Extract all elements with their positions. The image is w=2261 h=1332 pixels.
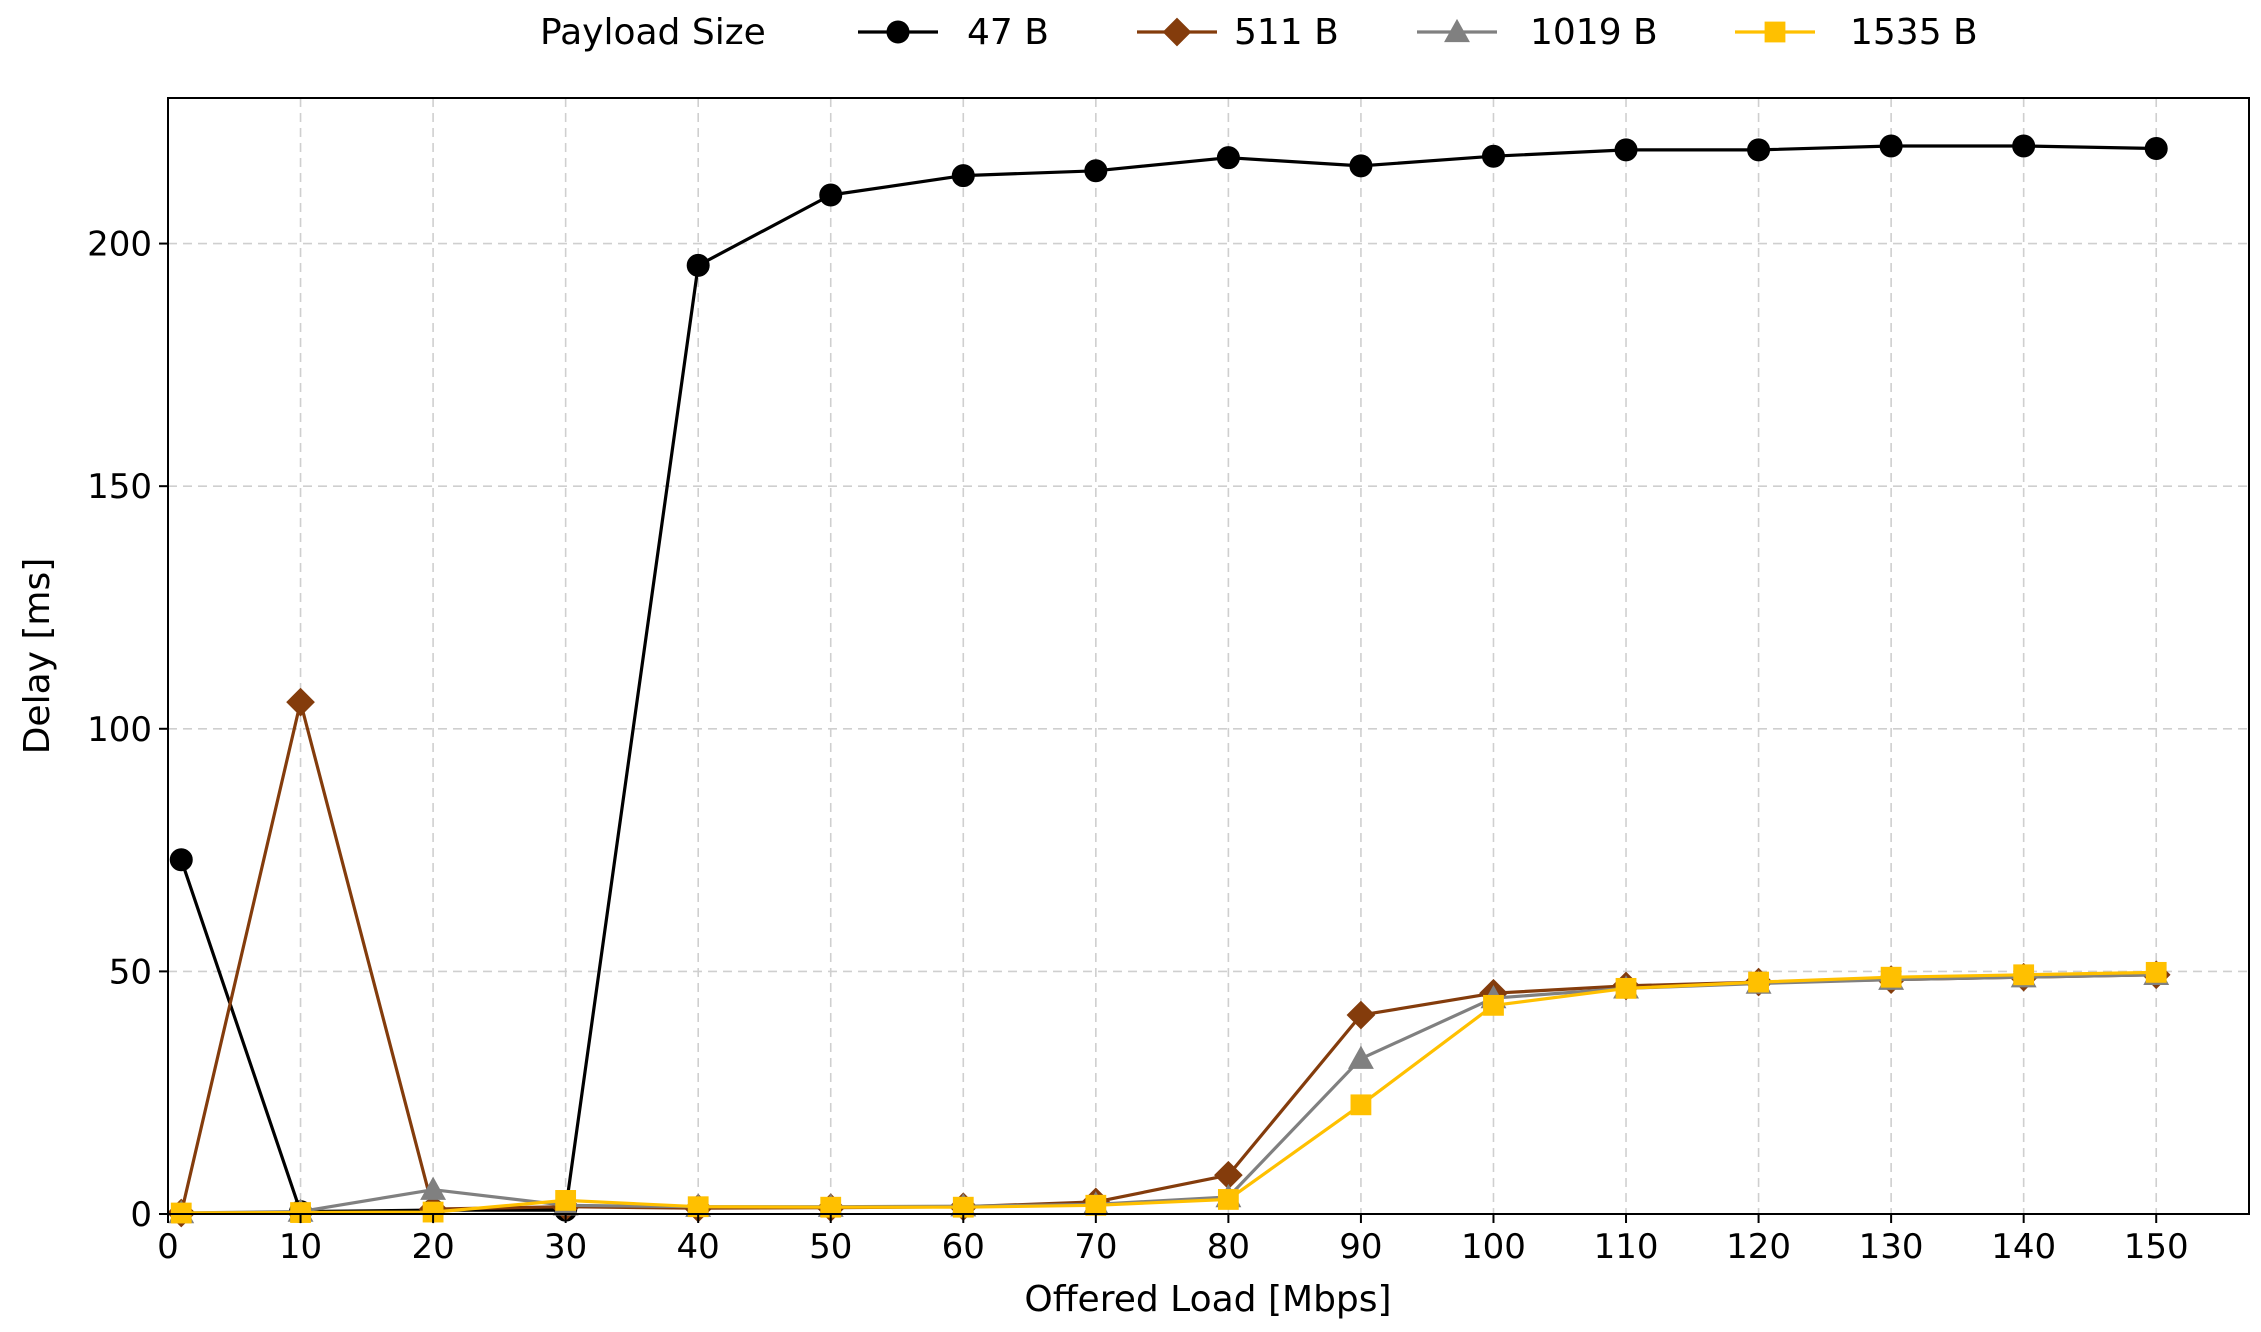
data-point [1085,1194,1107,1216]
legend-marker [1444,18,1470,43]
data-point [420,1176,447,1200]
series-47-b [169,134,2168,1224]
legend-marker [1764,21,1786,43]
data-point [2013,964,2035,986]
data-point [1217,1189,1239,1210]
x-tick-label: 20 [411,1227,454,1267]
data-point [1084,159,1108,183]
data-point [686,253,710,277]
data-point [1748,971,1769,993]
data-point [1216,146,1240,170]
series-511-b [166,687,2171,1228]
x-tick-label: 60 [942,1227,985,1267]
grid [167,98,2249,1215]
data-point [555,1190,577,1211]
x-tick-label: 140 [1991,1227,2056,1267]
data-point [1614,138,1638,162]
x-tick-label: 50 [809,1227,852,1267]
x-tick-label: 120 [1726,1227,1791,1267]
y-tick-label: 0 [130,1195,152,1235]
x-tick-label: 150 [2124,1227,2189,1267]
series-line [181,973,2157,1215]
legend-item: 47 B [858,12,1049,53]
legend-marker [1162,17,1192,47]
x-tick-label: 40 [677,1227,720,1267]
data-point [819,183,843,207]
legend-label: 511 B [1234,12,1339,53]
data-point [1346,1000,1376,1030]
series-1019-b [168,961,2170,1224]
y-axis-label: Delay [ms] [17,558,58,755]
y-tick-label: 200 [87,225,152,265]
data-point [2144,136,2168,160]
legend-item: 511 B [1137,12,1339,53]
series-1535-b [170,961,2167,1224]
data-point [1481,144,1505,168]
plot-frame [167,97,2250,1215]
legend-marker [886,20,910,44]
legend-title: Payload Size [540,12,766,53]
series-line [179,700,2157,1214]
x-tick-label: 90 [1339,1227,1382,1267]
series-layer [166,134,2171,1228]
x-tick-label: 70 [1074,1227,1117,1267]
x-axis-label: Offered Load [Mbps] [1024,1279,1391,1320]
data-point [2012,134,2036,158]
legend-label: 47 B [967,12,1049,53]
x-tick-label: 110 [1594,1227,1659,1267]
y-tick-label: 150 [87,467,152,507]
y-tick-label: 100 [87,710,152,750]
data-point [1615,977,1637,999]
x-tick-label: 0 [157,1227,179,1267]
x-axis: 0 10 20 30 40 50 60 70 80 90 100 110 120 130 140 150 [157,1214,2189,1267]
y-axis: 0 50 100 150 200 [87,225,168,1235]
legend-item: 1019 B [1417,12,1658,53]
legend-label: 1019 B [1530,12,1658,53]
x-tick-label: 100 [1461,1227,1526,1267]
series-line [179,144,2157,1214]
data-point [169,848,193,872]
data-point [1747,138,1771,162]
y-tick-label: 50 [109,952,152,992]
data-point [1347,1045,1374,1069]
data-point [1350,1094,1372,1116]
data-point [1483,994,1504,1016]
legend: Payload Size 47 B 511 B 1019 B 1535 B [540,12,1978,53]
legend-label: 1535 B [1850,12,1978,53]
x-tick-label: 130 [1859,1227,1924,1267]
data-point [1349,154,1373,178]
data-point [1879,134,1903,158]
data-point [286,687,315,717]
x-tick-label: 30 [544,1227,587,1267]
data-point [1880,966,1902,988]
x-tick-label: 80 [1207,1227,1250,1267]
series-line [181,970,2157,1215]
data-point [951,164,975,188]
legend-item: 1535 B [1735,12,1978,53]
data-point [2145,961,2167,983]
x-tick-label: 10 [279,1227,322,1267]
